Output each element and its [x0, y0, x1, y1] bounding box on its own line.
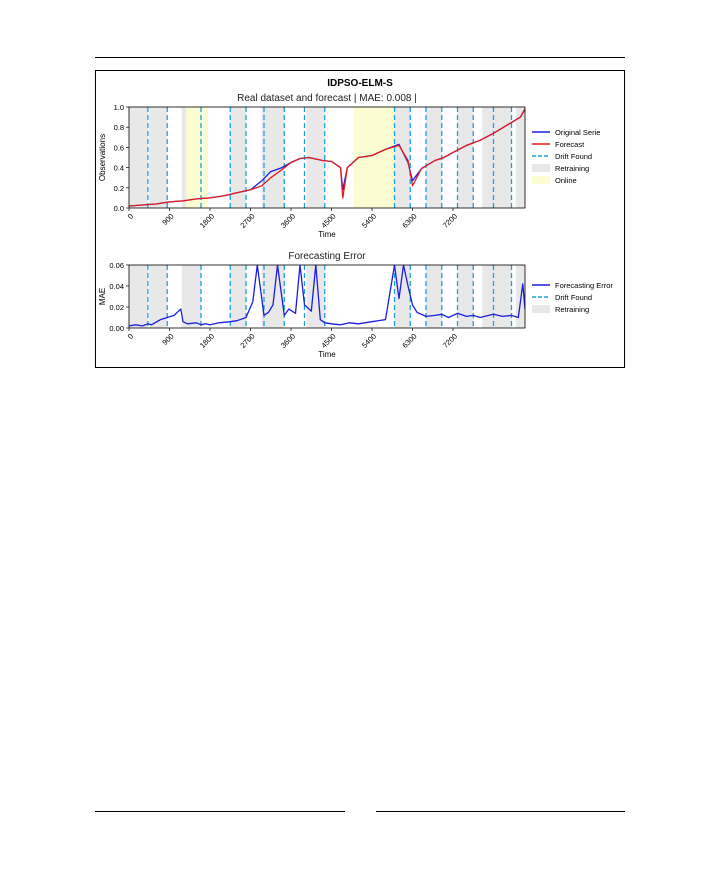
- y-axis-label: MAE: [98, 288, 107, 305]
- retraining-region: [261, 265, 285, 328]
- y-tick-label: 0.02: [109, 303, 124, 312]
- page-footer-rule-right: [376, 811, 625, 812]
- x-axis-label: Time: [318, 230, 336, 239]
- retraining-region: [516, 107, 525, 208]
- y-tick-label: 0.4: [114, 164, 124, 173]
- retraining-region: [457, 265, 474, 328]
- retraining-region: [129, 265, 148, 328]
- plot-area: [129, 265, 525, 328]
- legend-swatch: [532, 164, 550, 172]
- figure: IDPSO-ELM-S Real dataset and forecast | …: [95, 70, 625, 368]
- plot-area: [129, 107, 525, 208]
- panel-title: Forecasting Error: [288, 251, 366, 262]
- legend-label: Drift Found: [555, 152, 592, 161]
- panel-title: Real dataset and forecast | MAE: 0.008 |: [237, 93, 417, 104]
- y-tick-label: 1.0: [114, 103, 124, 112]
- retraining-region: [482, 107, 512, 208]
- y-tick-label: 0.04: [109, 282, 124, 291]
- retraining-region: [230, 265, 246, 328]
- figure-title: IDPSO-ELM-S: [327, 78, 393, 89]
- legend-swatch: [532, 305, 550, 313]
- retraining-region: [230, 107, 246, 208]
- legend-label: Online: [555, 176, 577, 185]
- y-axis-label: Observations: [98, 134, 107, 181]
- retraining-region: [261, 107, 285, 208]
- retraining-region: [149, 265, 168, 328]
- x-tick-label: 0: [126, 212, 135, 221]
- retraining-region: [482, 265, 512, 328]
- retraining-region: [457, 107, 474, 208]
- y-tick-label: 0.6: [114, 143, 124, 152]
- retraining-region: [129, 107, 148, 208]
- y-tick-label: 0.8: [114, 123, 124, 132]
- series-line-forecast: [129, 108, 525, 207]
- axes-frame: [128, 106, 526, 209]
- x-tick-label: 0: [126, 332, 135, 341]
- retraining-region: [394, 107, 411, 208]
- online-region: [186, 107, 208, 208]
- y-tick-label: 0.00: [109, 324, 124, 333]
- y-tick-label: 0.06: [109, 261, 124, 270]
- retraining-region: [181, 265, 201, 328]
- forecast-panel: Real dataset and forecast | MAE: 0.008 |…: [98, 93, 600, 239]
- legend-label: Original Serie: [555, 128, 600, 137]
- retraining-region: [426, 107, 442, 208]
- retraining-region: [306, 107, 325, 208]
- retraining-region: [426, 265, 442, 328]
- legend-label: Forecasting Error: [555, 281, 613, 290]
- y-tick-label: 0.0: [114, 204, 124, 213]
- legend-label: Forecast: [555, 140, 585, 149]
- page-header-rule: [95, 57, 625, 58]
- y-tick-label: 0.2: [114, 184, 124, 193]
- page-footer-rule-left: [95, 811, 345, 812]
- series-line-forecasting-error: [129, 265, 525, 327]
- x-axis-label: Time: [318, 350, 336, 359]
- legend-label: Retraining: [555, 305, 589, 314]
- legend-label: Retraining: [555, 164, 589, 173]
- axes-frame: [128, 264, 526, 329]
- retraining-region: [149, 107, 168, 208]
- legend-swatch: [532, 176, 550, 184]
- legend-label: Drift Found: [555, 293, 592, 302]
- retraining-region: [306, 265, 325, 328]
